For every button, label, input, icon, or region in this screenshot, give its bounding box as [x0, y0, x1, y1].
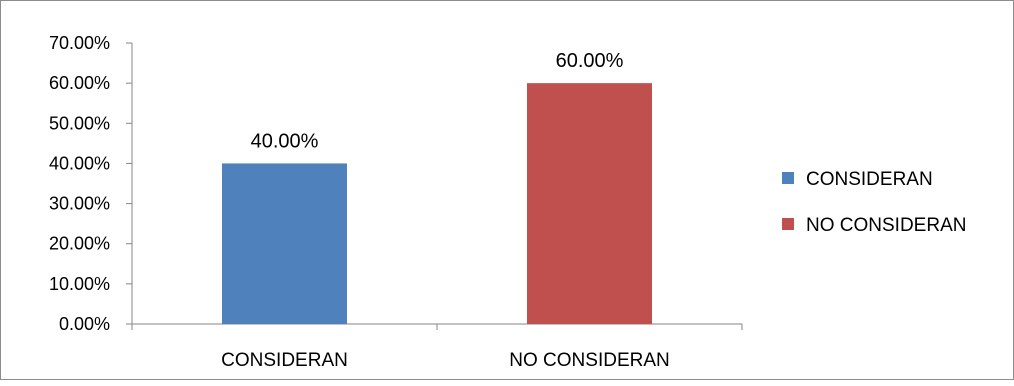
y-tick-label: 10.00% [49, 274, 110, 294]
x-tick-label: NO CONSIDERAN [509, 350, 669, 371]
data-label: 40.00% [251, 130, 319, 152]
bar [222, 163, 347, 324]
legend-swatch [782, 218, 794, 230]
y-tick-label: 60.00% [49, 73, 110, 93]
data-labels: 40.00% 60.00% [251, 50, 624, 152]
legend-label: CONSIDERAN [806, 169, 933, 190]
y-tick-label: 0.00% [59, 314, 110, 334]
data-label: 60.00% [556, 50, 624, 72]
bars [222, 83, 652, 325]
legend-label: NO CONSIDERAN [806, 215, 966, 236]
x-tick-label: CONSIDERAN [221, 350, 348, 371]
y-axis: 0.00% 10.00% 20.00% 30.00% 40.00% 50.00% 60.00… [49, 33, 133, 334]
legend-swatch [782, 172, 794, 184]
legend: CONSIDERAN NO CONSIDERAN [782, 169, 966, 236]
y-tick-label: 20.00% [49, 234, 110, 254]
y-tick-label: 30.00% [49, 194, 110, 214]
y-tick-label: 50.00% [49, 113, 110, 133]
x-axis: CONSIDERAN NO CONSIDERAN [131, 323, 743, 371]
y-tick-label: 70.00% [49, 33, 110, 53]
bar [527, 83, 652, 325]
y-tick-label: 40.00% [49, 153, 110, 173]
